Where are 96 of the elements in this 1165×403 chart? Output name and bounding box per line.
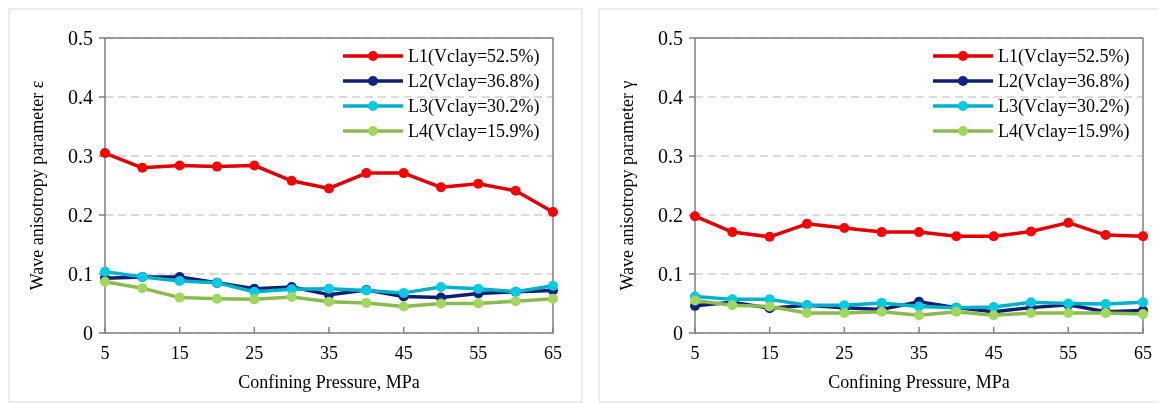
point (876, 227, 887, 238)
point (473, 178, 484, 189)
point (436, 298, 446, 309)
legend-label: L3(Vclay=30.2%) (408, 96, 540, 118)
point (137, 283, 148, 294)
x-tick-label: 15 (170, 343, 189, 363)
point (100, 266, 110, 277)
legend-label: L1(Vclay=52.5%) (998, 46, 1130, 68)
point (548, 207, 558, 218)
x-tick-label: 65 (1134, 343, 1152, 363)
point (839, 307, 850, 318)
point (249, 160, 260, 171)
point (764, 231, 775, 242)
point (1138, 231, 1148, 242)
point (1138, 309, 1148, 320)
y-axis-title: Wave anisotropy parameter ε (27, 80, 47, 291)
point (914, 301, 924, 312)
y-tick-label: 0.5 (68, 27, 93, 49)
point (1063, 307, 1074, 318)
point (212, 293, 222, 304)
legend-label: L2(Vclay=36.8%) (998, 71, 1130, 93)
point (212, 161, 222, 172)
y-tick-label: 0.4 (658, 86, 683, 108)
point (1026, 307, 1036, 318)
point (839, 222, 850, 233)
legend-label: L1(Vclay=52.5%) (408, 46, 540, 68)
x-tick-label: 15 (760, 343, 779, 363)
x-tick-label: 45 (394, 343, 413, 363)
point (510, 296, 521, 307)
point (324, 296, 334, 307)
y-tick-label: 0.3 (658, 145, 683, 167)
y-tick-label: 0.3 (68, 145, 93, 167)
y-tick-label: 0.1 (68, 263, 93, 285)
point (1026, 226, 1036, 237)
point (690, 295, 700, 306)
point (914, 310, 924, 321)
point (361, 297, 372, 308)
point (548, 280, 558, 291)
x-tick-label: 5 (690, 343, 700, 363)
point (1100, 299, 1111, 310)
point (1063, 217, 1074, 228)
y-tick-label: 0 (83, 322, 93, 344)
y-tick-label: 0.1 (658, 263, 683, 285)
point (988, 231, 999, 242)
point (398, 301, 409, 312)
point (286, 175, 297, 186)
point (361, 168, 372, 179)
point (1138, 297, 1148, 308)
point (100, 148, 110, 159)
point (324, 183, 334, 194)
point (398, 287, 409, 298)
x-tick-label: 5 (100, 343, 110, 363)
x-tick-label: 25 (245, 343, 264, 363)
y-axis-title: Wave anisotropy parameter γ (617, 80, 637, 291)
point (690, 211, 700, 222)
point (398, 168, 409, 179)
y-tick-label: 0.2 (658, 204, 683, 226)
point (802, 307, 812, 318)
point (286, 292, 297, 303)
x-axis-title: Confining Pressure, MPa (238, 372, 420, 392)
point (137, 162, 148, 173)
y-tick-label: 0.2 (68, 204, 93, 226)
point (174, 160, 185, 171)
point (914, 227, 924, 238)
legend-label: L4(Vclay=15.9%) (408, 121, 540, 143)
x-tick-label: 35 (320, 343, 338, 363)
x-tick-label: 55 (469, 343, 488, 363)
point (1100, 230, 1111, 241)
x-tick-label: 25 (835, 343, 854, 363)
point (548, 293, 558, 304)
point (727, 227, 738, 238)
point (436, 182, 446, 193)
point (174, 292, 185, 303)
legend-label: L3(Vclay=30.2%) (998, 96, 1130, 118)
point (951, 306, 962, 317)
x-tick-label: 45 (984, 343, 1003, 363)
y-tick-label: 0.5 (658, 27, 683, 49)
point (876, 297, 887, 308)
y-tick-label: 0.4 (68, 86, 93, 108)
x-tick-label: 55 (1059, 343, 1078, 363)
point (174, 276, 185, 287)
point (249, 294, 260, 305)
x-tick-label: 65 (544, 343, 562, 363)
legend-label: L4(Vclay=15.9%) (998, 121, 1130, 143)
point (1026, 297, 1036, 308)
x-tick-label: 35 (910, 343, 928, 363)
point (473, 298, 484, 309)
point (324, 283, 334, 294)
point (951, 231, 962, 242)
point (802, 218, 812, 229)
point (436, 281, 446, 292)
legend-label: L2(Vclay=36.8%) (408, 71, 540, 93)
point (473, 283, 484, 294)
y-tick-label: 0 (673, 322, 683, 344)
x-axis-title: Confining Pressure, MPa (828, 372, 1010, 392)
point (510, 185, 521, 196)
